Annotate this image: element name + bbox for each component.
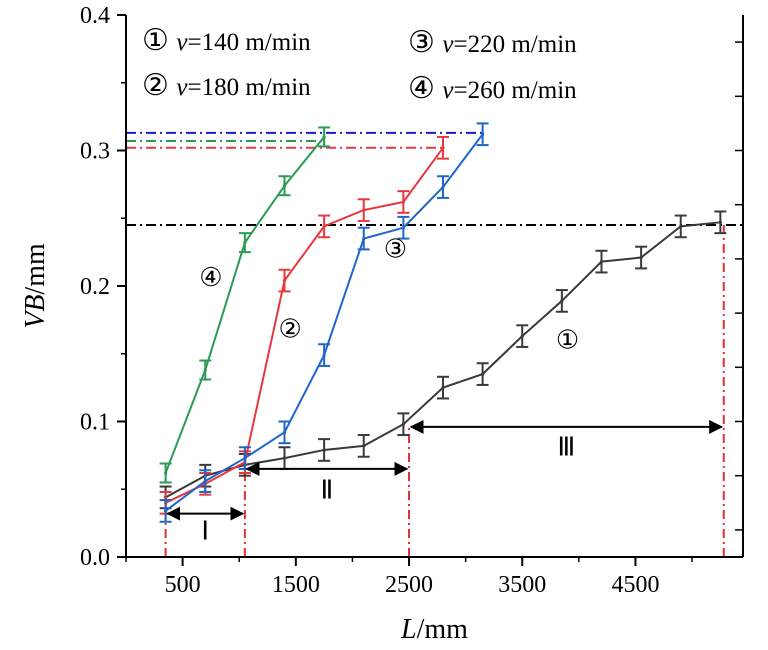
legend-text: =220 m/min [454,31,578,58]
legend-marker: ② [142,69,176,102]
data-point [322,135,326,139]
legend-text: =140 m/min [188,29,312,56]
y-tick-label: 0.4 [80,3,110,29]
data-point [282,278,287,283]
region-label-1: Ⅰ [201,516,209,545]
series-line-2 [165,147,444,504]
data-point [639,255,643,260]
data-series [159,122,727,523]
curve-label-3: ③ [384,235,407,264]
y-tick-label: 0.0 [80,545,110,571]
legend-marker: ③ [408,26,442,59]
data-point [401,226,405,230]
data-point [362,236,366,241]
data-point [520,334,524,338]
data-point [481,132,485,136]
data-point [322,224,326,228]
region-arrows: Ⅰ Ⅱ Ⅲ [166,419,724,545]
data-point [401,422,405,426]
legend-var: v [442,31,454,58]
legend-entry-3: ③ v=220 m/min [408,26,577,59]
legend-var: v [176,74,188,101]
curve-label-1: ④ [199,263,222,292]
curve-label-2: ② [278,314,301,343]
x-tick-label: 4500 [611,572,659,598]
axes: 500 1500 2500 3500 45000.00.10.20.30.4L/mmVB… [20,3,744,645]
curve-label-4: ① [556,325,579,354]
legend-marker: ④ [408,72,442,105]
series-4 [159,126,331,484]
data-point [481,372,485,376]
legend-text: =180 m/min [188,74,312,101]
data-point [679,224,683,228]
data-point [401,200,405,204]
y-axis-title-unit: /mm [20,243,51,295]
data-point [282,430,287,434]
legend-entry-1: ① v=140 m/min [142,24,311,57]
legend-marker: ① [142,24,176,57]
legend-var: v [442,77,454,104]
data-point [282,456,287,460]
y-tick-label: 0.3 [80,139,110,165]
legend-entry-4: ④ v=260 m/min [408,72,577,105]
y-tick-label: 0.2 [80,274,110,300]
data-point [441,185,445,189]
data-point [718,220,722,224]
x-tick-label: 1500 [272,572,320,598]
x-tick-label: 500 [165,572,201,598]
data-point [203,479,207,483]
y-tick-label: 0.1 [80,410,110,436]
legend-entry-2: ② v=180 m/min [142,69,311,102]
threshold-lines [126,131,743,227]
x-axis-title-unit: /mm [417,614,469,645]
y-axis-title: VB/mm [20,243,51,329]
legend-text: =260 m/min [454,77,578,104]
x-tick-label: 3500 [498,572,546,598]
data-point [164,471,168,475]
data-point [322,353,326,357]
data-point [441,146,445,150]
data-point [322,448,326,452]
data-point [164,509,168,513]
data-point [441,386,445,390]
data-point [203,368,207,372]
data-point [560,299,564,303]
region-label-3: Ⅲ [557,432,575,461]
x-tick-label: 2500 [385,572,433,598]
curve-labels: ④ ② ③ ① [199,235,579,355]
y-axis-title-var: VB [20,295,51,329]
data-point [599,260,604,264]
data-point [362,444,366,448]
x-axis-title-var: L [400,614,417,645]
data-point [243,241,247,245]
series-3 [159,122,489,523]
data-point [243,456,247,460]
data-point [282,184,287,188]
legend-var: v [176,29,188,56]
data-point [362,208,366,212]
x-axis-title: L/mm [400,614,468,645]
region-label-2: Ⅱ [321,476,334,505]
